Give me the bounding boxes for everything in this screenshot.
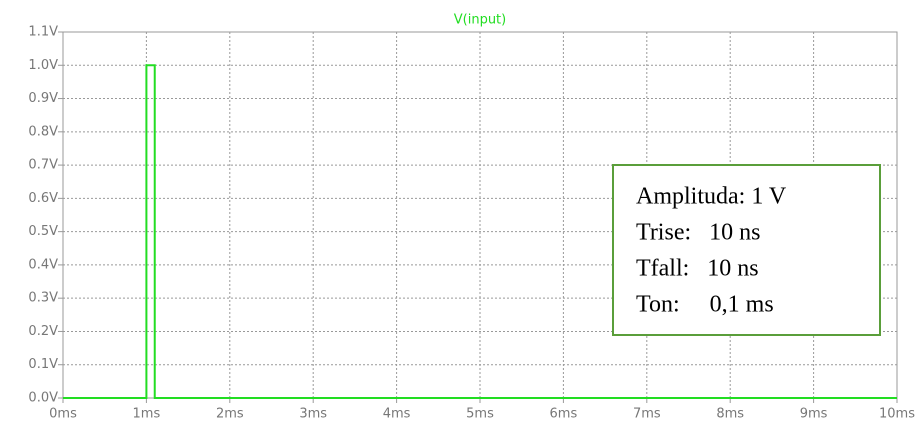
x-tick-label: 7ms bbox=[633, 407, 661, 422]
annotation-text: Amplituda: 1 V bbox=[636, 184, 787, 210]
y-tick-label: 1.1V bbox=[28, 25, 58, 40]
x-tick-label: 5ms bbox=[466, 407, 494, 422]
x-tick-label: 10ms bbox=[879, 407, 915, 422]
y-tick-label: 0.6V bbox=[28, 191, 58, 206]
x-tick-label: 6ms bbox=[550, 407, 578, 422]
line-series bbox=[63, 64, 897, 399]
y-tick-label: 1.0V bbox=[28, 58, 58, 73]
y-tick-label: 0.0V bbox=[28, 391, 58, 406]
x-tick-label: 9ms bbox=[800, 407, 828, 422]
chart-title: V(input) bbox=[454, 13, 506, 28]
x-tick-label: 4ms bbox=[383, 407, 411, 422]
x-tick-label: 2ms bbox=[216, 407, 244, 422]
annotation-text: Trise: 10 ns bbox=[636, 220, 760, 246]
y-tick-label: 0.8V bbox=[28, 124, 58, 139]
x-tick-label: 0ms bbox=[49, 407, 77, 422]
y-tick-label: 0.5V bbox=[28, 224, 58, 239]
y-tick-label: 0.7V bbox=[28, 158, 58, 173]
annotation-text: Ton: 0,1 ms bbox=[636, 292, 774, 318]
x-tick-label: 1ms bbox=[133, 407, 161, 422]
y-tick-label: 0.3V bbox=[28, 291, 58, 306]
x-tick-label: 3ms bbox=[299, 407, 327, 422]
annotation-text: Tfall: 10 ns bbox=[636, 256, 759, 282]
y-tick-label: 0.9V bbox=[28, 91, 58, 106]
y-tick-label: 0.2V bbox=[28, 324, 58, 339]
y-tick-label: 0.1V bbox=[28, 357, 58, 372]
x-tick-label: 8ms bbox=[716, 407, 744, 422]
y-tick-label: 0.4V bbox=[28, 257, 58, 272]
annotation-box bbox=[612, 164, 881, 336]
